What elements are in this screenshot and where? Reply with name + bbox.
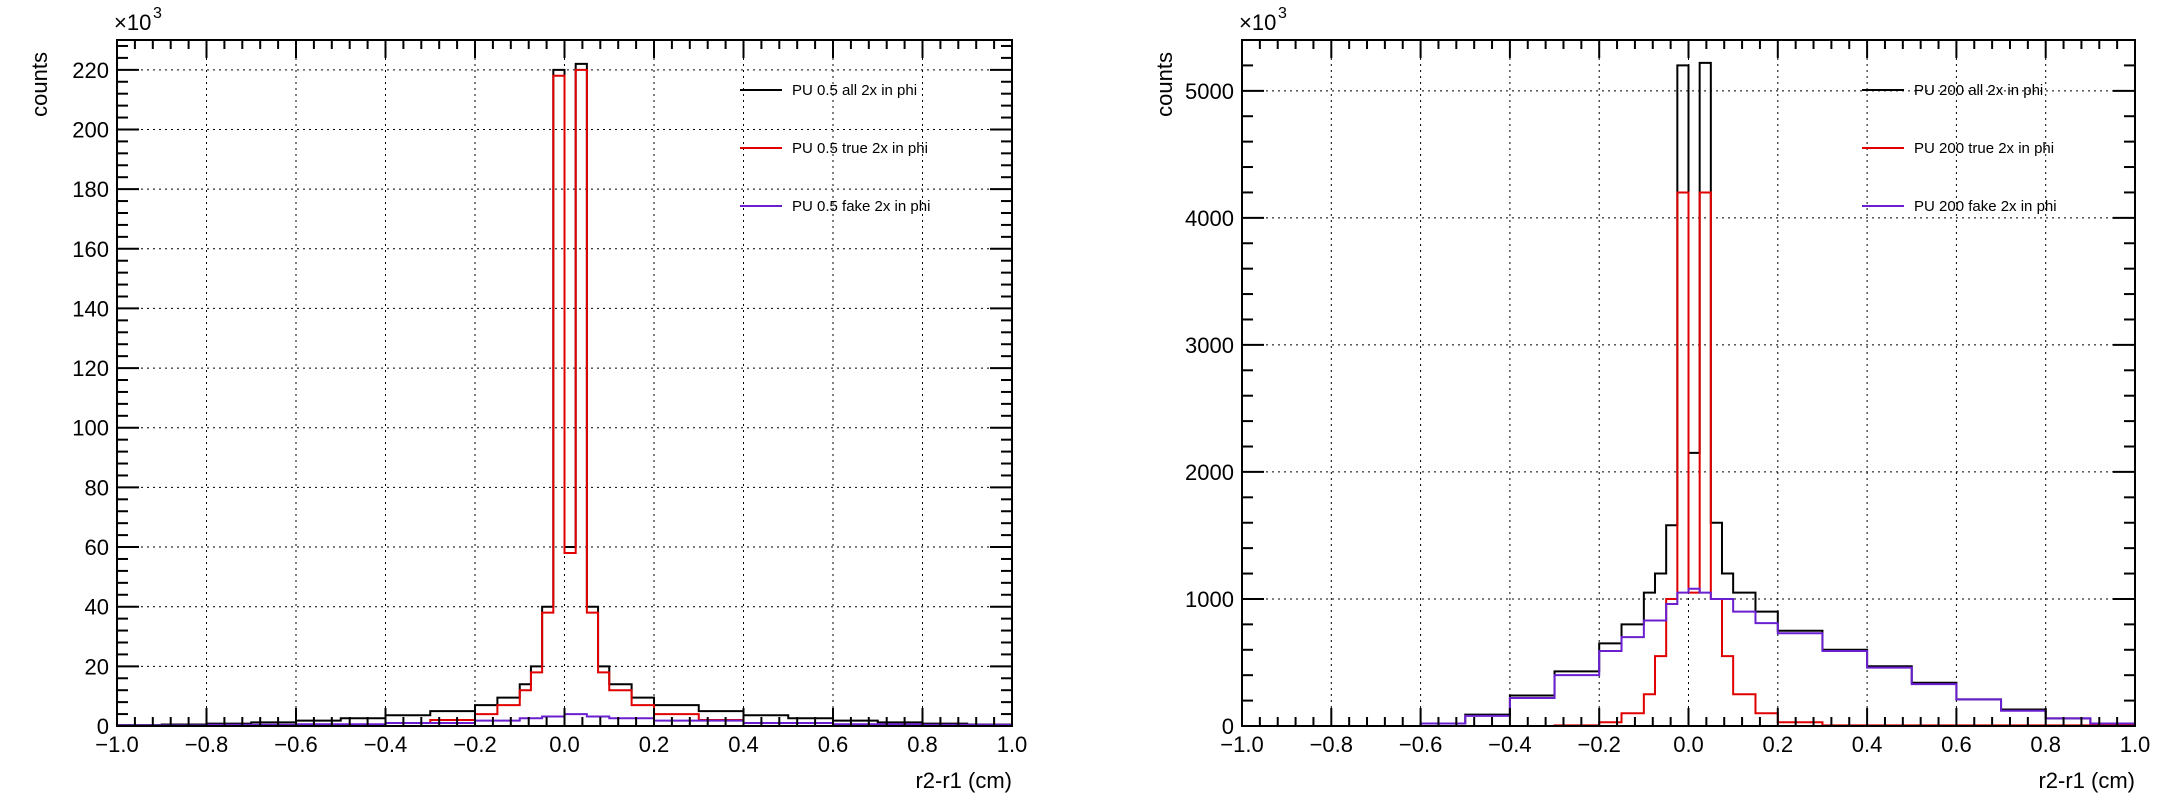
chart-2-y-tick-label: 2000 — [1185, 460, 1234, 485]
chart-1-x-tick-label: −0.4 — [364, 732, 407, 757]
chart-1-legend-entry: PU 0.5 fake 2x in phi — [792, 198, 930, 215]
chart-1-legend-entry: PU 0.5 all 2x in phi — [792, 82, 917, 99]
chart-1-x-tick-label: 0.0 — [549, 732, 580, 757]
chart-1-x-tick-label: −0.6 — [274, 732, 317, 757]
chart-1-x-tick-label: −0.2 — [453, 732, 496, 757]
chart-1-y-tick-label: 60 — [85, 535, 109, 560]
chart-2-y-tick-label: 0 — [1222, 714, 1234, 739]
chart-1-x-tick-label: −1.0 — [95, 732, 138, 757]
chart-2-series-2 — [1242, 191, 2136, 727]
chart-2-x-tick-label: −0.8 — [1310, 732, 1353, 757]
chart-1-x-tick-label: 0.2 — [639, 732, 670, 757]
chart-1-y-tick-label: 180 — [72, 177, 109, 202]
chart-1-y-multiplier-exponent: 3 — [153, 5, 162, 22]
chart-1-y-tick-label: 160 — [72, 237, 109, 262]
chart-2-series-3 — [1242, 587, 2136, 727]
chart-2-x-tick-label: −0.4 — [1488, 732, 1531, 757]
chart-1-x-tick-label: −0.8 — [185, 732, 228, 757]
chart-2-x-tick-label: 0.0 — [1673, 732, 1704, 757]
chart-2-legend: PU 200 all 2x in phi PU 200 true 2x in ph… — [1862, 82, 2057, 215]
chart-1-legend: PU 0.5 all 2x in phi PU 0.5 true 2x in ph… — [740, 82, 930, 215]
chart-2-x-tick-label: 0.8 — [2030, 732, 2061, 757]
chart-2-legend-entry: PU 200 all 2x in phi — [1914, 82, 2043, 99]
chart-2-x-tick-label: 0.4 — [1852, 732, 1883, 757]
chart-2-y-tick-label: 4000 — [1185, 206, 1234, 231]
chart-1-series-2 — [116, 68, 1013, 727]
chart-1-y-tick-label: 80 — [85, 475, 109, 500]
chart-1: −1.0 −0.8 −0.6 −0.4 −0.2 0.0 0.2 0.4 0.6 0.8 1.0 0 2… — [27, 5, 1027, 793]
chart-2-y-tick-label: 5000 — [1185, 79, 1234, 104]
chart-1-y-tick-label: 200 — [72, 117, 109, 142]
chart-2-x-tick-label: 0.2 — [1763, 732, 1794, 757]
chart-1-y-tick-label: 100 — [72, 416, 109, 441]
chart-1-y-tick-label: 20 — [85, 654, 109, 679]
chart-1-y-tick-label: 0 — [97, 714, 109, 739]
chart-2-x-tick-label: −0.6 — [1399, 732, 1442, 757]
chart-1-x-tick-label: 0.4 — [728, 732, 759, 757]
chart-2-y-multiplier-exponent: 3 — [1278, 5, 1287, 22]
chart-1-y-tick-label: 140 — [72, 296, 109, 321]
chart-2-legend-entry: PU 200 fake 2x in phi — [1914, 198, 2057, 215]
chart-2-x-tick-label: −0.2 — [1577, 732, 1620, 757]
chart-1-x-axis-title: r2-r1 (cm) — [915, 768, 1012, 793]
chart-2-y-multiplier: ×10 — [1239, 10, 1276, 35]
chart-2-y-axis-title: counts — [1152, 52, 1177, 117]
chart-2-y-tick-label: 3000 — [1185, 333, 1234, 358]
chart-2-x-axis-title: r2-r1 (cm) — [2038, 768, 2135, 793]
chart-1-x-tick-label: 0.6 — [818, 732, 849, 757]
chart-1-y-multiplier: ×10 — [114, 10, 151, 35]
chart-1-y-axis-title: counts — [27, 52, 52, 117]
chart-2: −1.0 −0.8 −0.6 −0.4 −0.2 0.0 0.2 0.4 0.6 0.8 1.0 0 1… — [1152, 5, 2150, 793]
chart-2-y-tick-label: 1000 — [1185, 587, 1234, 612]
chart-1-y-tick-label: 220 — [72, 58, 109, 83]
chart-2-x-tick-label: −1.0 — [1220, 732, 1263, 757]
chart-1-legend-entry: PU 0.5 true 2x in phi — [792, 140, 928, 157]
chart-1-y-tick-label: 40 — [85, 595, 109, 620]
chart-1-x-tick-label: 0.8 — [907, 732, 938, 757]
chart-2-x-tick-label: 1.0 — [2120, 732, 2151, 757]
chart-1-y-tick-label: 120 — [72, 356, 109, 381]
chart-1-x-tick-label: 1.0 — [997, 732, 1028, 757]
chart-2-x-tick-label: 0.6 — [1941, 732, 1972, 757]
chart-2-legend-entry: PU 200 true 2x in phi — [1914, 140, 2054, 157]
